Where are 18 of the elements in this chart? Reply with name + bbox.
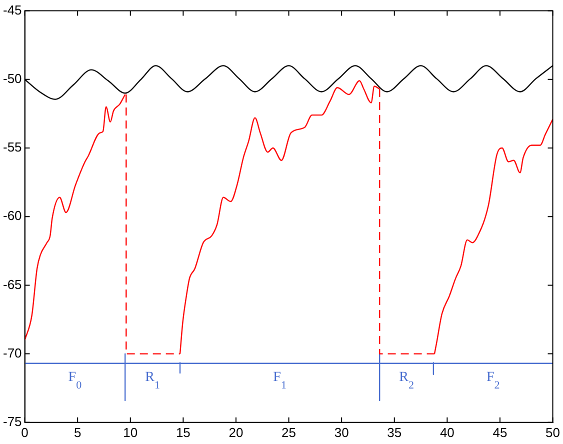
x-tick-label: 50 bbox=[546, 424, 560, 440]
x-tick-label: 35 bbox=[387, 424, 402, 440]
x-tick-label: 45 bbox=[492, 424, 508, 440]
y-tick-label: -55 bbox=[2, 140, 22, 155]
x-tick-label: 30 bbox=[334, 424, 349, 440]
y-tick-label: -60 bbox=[2, 208, 22, 224]
y-tick-label: -45 bbox=[2, 2, 22, 18]
x-tick-label: 25 bbox=[282, 424, 296, 440]
x-tick-label: 40 bbox=[440, 424, 454, 440]
x-tick-label: 20 bbox=[228, 424, 244, 440]
y-tick-label: -70 bbox=[2, 345, 22, 360]
x-tick-label: 0 bbox=[21, 424, 28, 440]
y-tick-label: -50 bbox=[2, 70, 22, 86]
x-tick-label: 15 bbox=[176, 424, 190, 440]
y-tick-label: -65 bbox=[2, 276, 22, 292]
x-tick-label: 5 bbox=[74, 424, 82, 440]
x-tick-label: 10 bbox=[123, 424, 138, 440]
y-tick-label: -75 bbox=[2, 414, 22, 429]
